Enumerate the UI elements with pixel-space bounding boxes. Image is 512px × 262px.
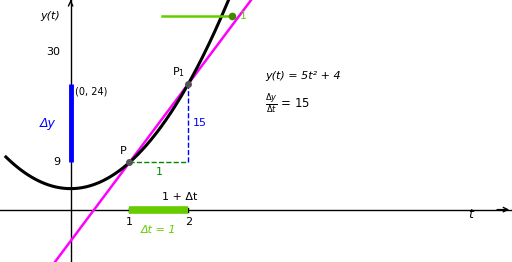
Text: 2: 2: [185, 217, 192, 227]
Text: $\frac{\Delta y}{\Delta t}$ = 15: $\frac{\Delta y}{\Delta t}$ = 15: [265, 91, 310, 115]
Text: Δy: Δy: [40, 117, 56, 130]
Text: 1: 1: [126, 217, 133, 227]
Text: 15: 15: [193, 118, 207, 128]
Text: P$_1$: P$_1$: [173, 65, 185, 79]
Text: 1: 1: [156, 167, 162, 177]
Text: 30: 30: [46, 47, 60, 57]
Text: 9: 9: [53, 157, 60, 167]
Text: 1 + Δt: 1 + Δt: [162, 192, 197, 202]
Text: Δt = 1: Δt = 1: [141, 225, 177, 235]
Text: y(t) = 5t² + 4: y(t) = 5t² + 4: [265, 70, 340, 81]
Text: t: t: [468, 208, 473, 221]
Text: y(t): y(t): [40, 11, 60, 21]
Text: (0, 24): (0, 24): [75, 86, 108, 96]
Text: 1: 1: [240, 11, 246, 21]
Text: P: P: [120, 146, 126, 156]
